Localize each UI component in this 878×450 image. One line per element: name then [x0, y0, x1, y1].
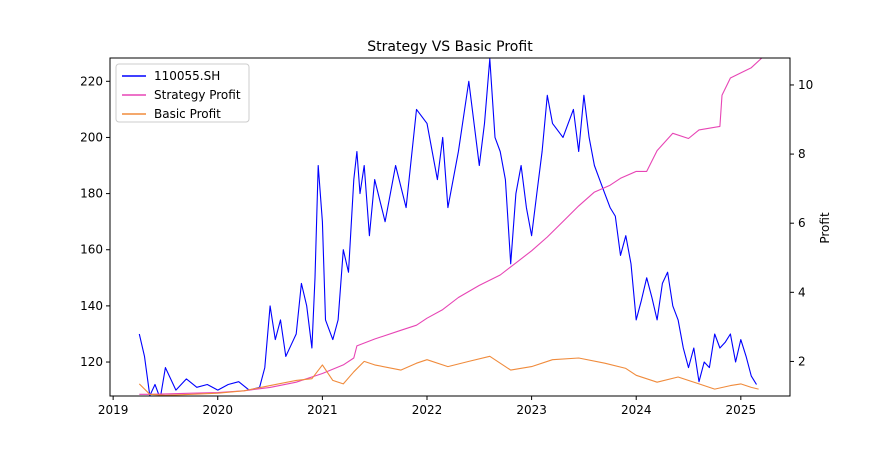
x-tick-label: 2022	[412, 403, 443, 417]
series-line-0	[138, 58, 757, 396]
x-tick-label: 2021	[307, 403, 338, 417]
y-axis-right: 2 4 6 8 10	[790, 78, 813, 368]
legend-label-1: Strategy Profit	[154, 88, 241, 102]
x-tick-label: 2024	[621, 403, 652, 417]
plot-frame	[109, 57, 791, 397]
x-tick-label: 2025	[726, 403, 757, 417]
x-axis: 2019 2020 2021 2022 2023 2024 2025	[98, 396, 756, 417]
series-line-2	[138, 355, 759, 396]
y-left-tick-label: 160	[80, 243, 103, 257]
x-tick-label: 2019	[98, 403, 129, 417]
legend-label-0: 110055.SH	[154, 69, 220, 83]
series-layer	[138, 58, 763, 396]
x-tick-label: 2023	[516, 403, 547, 417]
y-left-tick-label: 140	[80, 299, 103, 313]
y-right-tick-label: 8	[798, 147, 806, 161]
y2-axis-label: Profit	[818, 212, 832, 244]
y-right-tick-label: 2	[798, 354, 806, 368]
legend-label-2: Basic Profit	[154, 107, 221, 121]
y-axis-left: 120 140 160 180 200 220	[80, 74, 110, 369]
y-right-tick-label: 4	[798, 285, 806, 299]
series-line-1	[139, 58, 763, 395]
y-left-tick-label: 180	[80, 187, 103, 201]
y-left-tick-label: 200	[80, 130, 103, 144]
legend: 110055.SH Strategy Profit Basic Profit	[115, 63, 250, 123]
y-left-tick-label: 120	[80, 355, 103, 369]
legend-box	[115, 63, 250, 123]
chart-title: Strategy VS Basic Profit	[367, 39, 533, 55]
y-right-tick-label: 10	[798, 78, 813, 92]
x-tick-label: 2020	[202, 403, 233, 417]
y-right-tick-label: 6	[798, 216, 806, 230]
y-left-tick-label: 220	[80, 74, 103, 88]
